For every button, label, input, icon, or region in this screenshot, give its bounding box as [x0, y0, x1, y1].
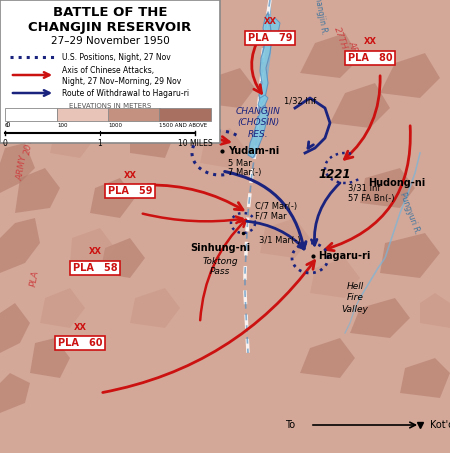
Text: CHANGJIN
(CHOSIN)
RES.: CHANGJIN (CHOSIN) RES. — [235, 107, 280, 140]
Polygon shape — [380, 233, 440, 278]
Polygon shape — [300, 33, 360, 78]
Text: 1500 AND ABOVE: 1500 AND ABOVE — [159, 123, 207, 128]
Polygon shape — [90, 178, 135, 218]
Text: 1: 1 — [98, 139, 103, 148]
Text: U.S. Positions, Night, 27 Nov: U.S. Positions, Night, 27 Nov — [62, 53, 171, 62]
Text: ARMY: ARMY — [346, 39, 364, 67]
Text: XX: XX — [123, 170, 136, 179]
Bar — [108, 108, 160, 121]
Polygon shape — [30, 338, 70, 378]
Text: 1/32 Inf: 1/32 Inf — [284, 96, 316, 106]
Text: 3/31 Inf: 3/31 Inf — [348, 183, 380, 193]
Polygon shape — [360, 168, 415, 208]
Polygon shape — [70, 228, 115, 268]
Polygon shape — [380, 53, 440, 98]
Text: ELEVATIONS IN METERS: ELEVATIONS IN METERS — [69, 103, 151, 109]
Text: Pass: Pass — [210, 266, 230, 275]
Bar — [0, 0, 220, 143]
Text: PLA   58: PLA 58 — [73, 263, 117, 273]
Polygon shape — [0, 373, 30, 413]
Text: 27–29 November 1950: 27–29 November 1950 — [50, 36, 169, 46]
Polygon shape — [130, 288, 180, 328]
Bar — [57, 108, 109, 121]
Text: Hell
Fire
Valley: Hell Fire Valley — [342, 282, 369, 313]
Text: 5 Mar: 5 Mar — [228, 159, 252, 168]
Text: Route of Withdrawal to Hagaru-ri: Route of Withdrawal to Hagaru-ri — [62, 88, 189, 97]
Text: 20TH: 20TH — [23, 130, 36, 155]
Text: PLA   80: PLA 80 — [348, 53, 392, 63]
Text: 0: 0 — [3, 139, 8, 148]
Text: PLA: PLA — [29, 269, 41, 287]
Text: PLA   60: PLA 60 — [58, 338, 102, 348]
Text: C/7 Mar(-): C/7 Mar(-) — [255, 202, 297, 211]
Text: BATTLE OF THE: BATTLE OF THE — [53, 6, 167, 19]
Polygon shape — [0, 303, 30, 353]
Polygon shape — [0, 63, 50, 133]
Text: Hagaru-ri: Hagaru-ri — [318, 251, 370, 261]
Text: To: To — [285, 420, 295, 430]
Text: XX: XX — [73, 323, 86, 332]
Polygon shape — [259, 13, 272, 105]
Polygon shape — [300, 338, 355, 378]
Polygon shape — [200, 68, 255, 108]
Bar — [159, 108, 211, 121]
Text: Yudam-ni: Yudam-ni — [228, 146, 279, 156]
Text: Night, 27 Nov–Morning, 29 Nov: Night, 27 Nov–Morning, 29 Nov — [62, 77, 181, 86]
Text: 1221: 1221 — [319, 169, 351, 182]
Text: 3/1 Mar(-): 3/1 Mar(-) — [259, 236, 301, 245]
Polygon shape — [15, 168, 60, 213]
Text: Sinhung-ni: Sinhung-ni — [190, 243, 250, 253]
Text: XX: XX — [166, 54, 180, 63]
Polygon shape — [270, 18, 280, 38]
Polygon shape — [260, 218, 310, 258]
Text: PLA   79: PLA 79 — [248, 33, 292, 43]
Text: 100: 100 — [57, 123, 68, 128]
Polygon shape — [400, 358, 450, 398]
Text: PLA   59: PLA 59 — [108, 186, 152, 196]
Text: 27TH: 27TH — [332, 25, 348, 51]
Text: XX: XX — [364, 38, 377, 47]
Text: Axis of Chinese Attacks,: Axis of Chinese Attacks, — [62, 67, 154, 76]
Text: 1000: 1000 — [108, 123, 122, 128]
Text: Hudong-ni: Hudong-ni — [368, 178, 425, 188]
Polygon shape — [310, 258, 360, 298]
Polygon shape — [350, 298, 410, 338]
Text: PLA   89: PLA 89 — [151, 70, 195, 80]
Text: XX: XX — [264, 18, 276, 26]
Polygon shape — [0, 13, 30, 63]
Polygon shape — [130, 113, 175, 158]
Polygon shape — [330, 83, 390, 128]
Text: 7 Mar(-): 7 Mar(-) — [228, 169, 261, 178]
Text: Pungyuri R.: Pungyuri R. — [398, 191, 422, 235]
Polygon shape — [0, 218, 40, 273]
Polygon shape — [60, 68, 100, 113]
Polygon shape — [258, 95, 268, 108]
Text: CHANGJIN RESERVOIR: CHANGJIN RESERVOIR — [28, 21, 192, 34]
Polygon shape — [420, 293, 450, 328]
Text: Changjin R.: Changjin R. — [312, 0, 328, 35]
Text: 0: 0 — [5, 122, 9, 128]
Text: 57 FA Bn(-): 57 FA Bn(-) — [348, 193, 395, 202]
Bar — [5, 108, 57, 121]
Text: XX: XX — [89, 247, 102, 256]
Polygon shape — [150, 38, 205, 83]
Text: Kot'o-ri: Kot'o-ri — [430, 420, 450, 430]
Text: ARMY: ARMY — [15, 154, 29, 181]
Text: Toktong: Toktong — [202, 256, 238, 265]
Polygon shape — [200, 128, 245, 168]
Polygon shape — [0, 143, 35, 193]
Polygon shape — [50, 118, 95, 158]
Polygon shape — [100, 238, 145, 278]
Polygon shape — [40, 288, 85, 328]
Text: 0: 0 — [5, 123, 9, 128]
Text: 10 MILES: 10 MILES — [178, 139, 212, 148]
Text: F/7 Mar: F/7 Mar — [255, 212, 287, 221]
Polygon shape — [248, 105, 268, 158]
